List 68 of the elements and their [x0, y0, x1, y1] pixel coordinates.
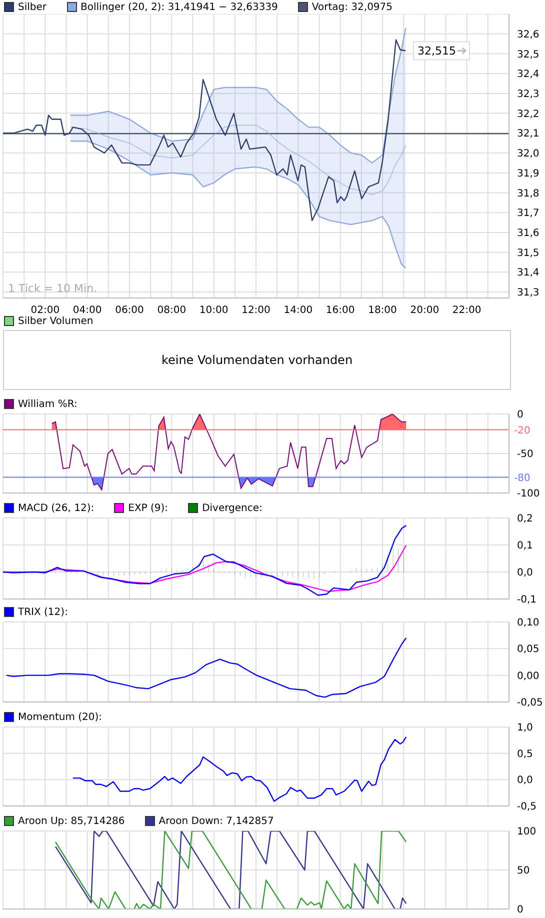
x-tick-label: 12:00 [242, 305, 270, 316]
y-tick-label: 0 [517, 410, 524, 421]
y-tick-label: 32,2 [517, 108, 540, 120]
y-tick-label: 0,5 [517, 748, 533, 760]
y-tick-label: 32,5 [517, 49, 540, 60]
y-tick-label: -0,05 [517, 698, 543, 709]
y-tick-label: -0,5 [517, 802, 537, 813]
y-tick-label: 0,10 [517, 618, 540, 629]
y-tick-label: 50 [517, 866, 530, 877]
y-tick-label: 31,7 [517, 208, 540, 220]
line-series [70, 27, 406, 164]
y-tick-label: 0,2 [517, 514, 533, 525]
x-tick-label: 04:00 [72, 305, 102, 316]
y-tick-label: 0,1 [517, 540, 533, 552]
line-series [6, 637, 407, 698]
y-tick-label: 32,4 [517, 69, 540, 80]
y-tick-label: 31,8 [517, 188, 540, 200]
line-series [72, 736, 407, 802]
legend-label: Silber Volumen [18, 316, 94, 326]
y-tick-label: 31,4 [517, 268, 540, 279]
legend-label: Bollinger (20, 2): 31,41941 − 32,63339 [80, 2, 278, 12]
legend-label: MACD (26, 12): [18, 502, 94, 514]
x-tick-label: 16:00 [326, 305, 355, 316]
line-series [54, 831, 407, 909]
legend-label: EXP (9): [128, 502, 168, 514]
y-tick-label: 31,5 [517, 248, 540, 259]
ref-line-label: -20 [514, 425, 530, 436]
y-tick-label: 32,1 [517, 128, 540, 140]
y-tick-label: 31,9 [517, 168, 540, 180]
y-tick-label: 0,00 [517, 670, 540, 682]
y-tick-label: -100 [517, 488, 540, 500]
line-series [3, 39, 406, 222]
legend-label: Divergence: [202, 502, 262, 514]
legend-label: TRIX (12): [18, 606, 68, 618]
y-tick-label: 0 [517, 904, 524, 916]
x-tick-label: 08:00 [157, 305, 186, 316]
text: keine Volumendaten vorhanden [161, 353, 353, 367]
annotation: 32,515 [417, 44, 456, 58]
legend-label: William %R: [18, 398, 78, 410]
x-tick-label: 18:00 [368, 305, 397, 316]
line-series [3, 524, 407, 596]
legend-label: Momentum (20): [18, 712, 102, 722]
legend-label: Aroon Up: 85,714286 [18, 816, 125, 826]
legend-label: Silber [18, 2, 47, 12]
y-tick-label: 31,6 [517, 228, 540, 240]
x-tick-label: 14:00 [284, 305, 313, 316]
y-tick-label: 0,05 [517, 644, 540, 656]
legend-label: Aroon Down: 7,142857 [158, 816, 274, 826]
annotation: 1 Tick = 10 Min. [8, 282, 98, 295]
y-tick-label: 32,6 [517, 29, 540, 40]
y-tick-label: 0,0 [517, 775, 533, 786]
x-tick-label: 02:00 [30, 305, 60, 316]
line-series [51, 414, 407, 490]
y-tick-label: 32,3 [517, 88, 540, 100]
line-series [70, 140, 406, 269]
y-tick-label: 1,0 [517, 722, 533, 734]
y-tick-label: -50 [517, 449, 534, 460]
x-tick-label: 20:00 [410, 305, 440, 316]
x-tick-label: 10:00 [199, 305, 228, 316]
x-tick-label: 06:00 [115, 305, 144, 316]
y-tick-label: -0,1 [517, 594, 537, 606]
x-tick-label: 22:00 [452, 305, 482, 316]
legend-label: Vortag: 32,0975 [312, 2, 393, 12]
y-tick-label: 32,0 [517, 148, 540, 160]
y-tick-label: 0,0 [517, 568, 533, 579]
ref-line-label: -80 [514, 472, 530, 484]
y-tick-label: 31,3 [517, 288, 540, 299]
y-tick-label: 100 [517, 826, 536, 838]
